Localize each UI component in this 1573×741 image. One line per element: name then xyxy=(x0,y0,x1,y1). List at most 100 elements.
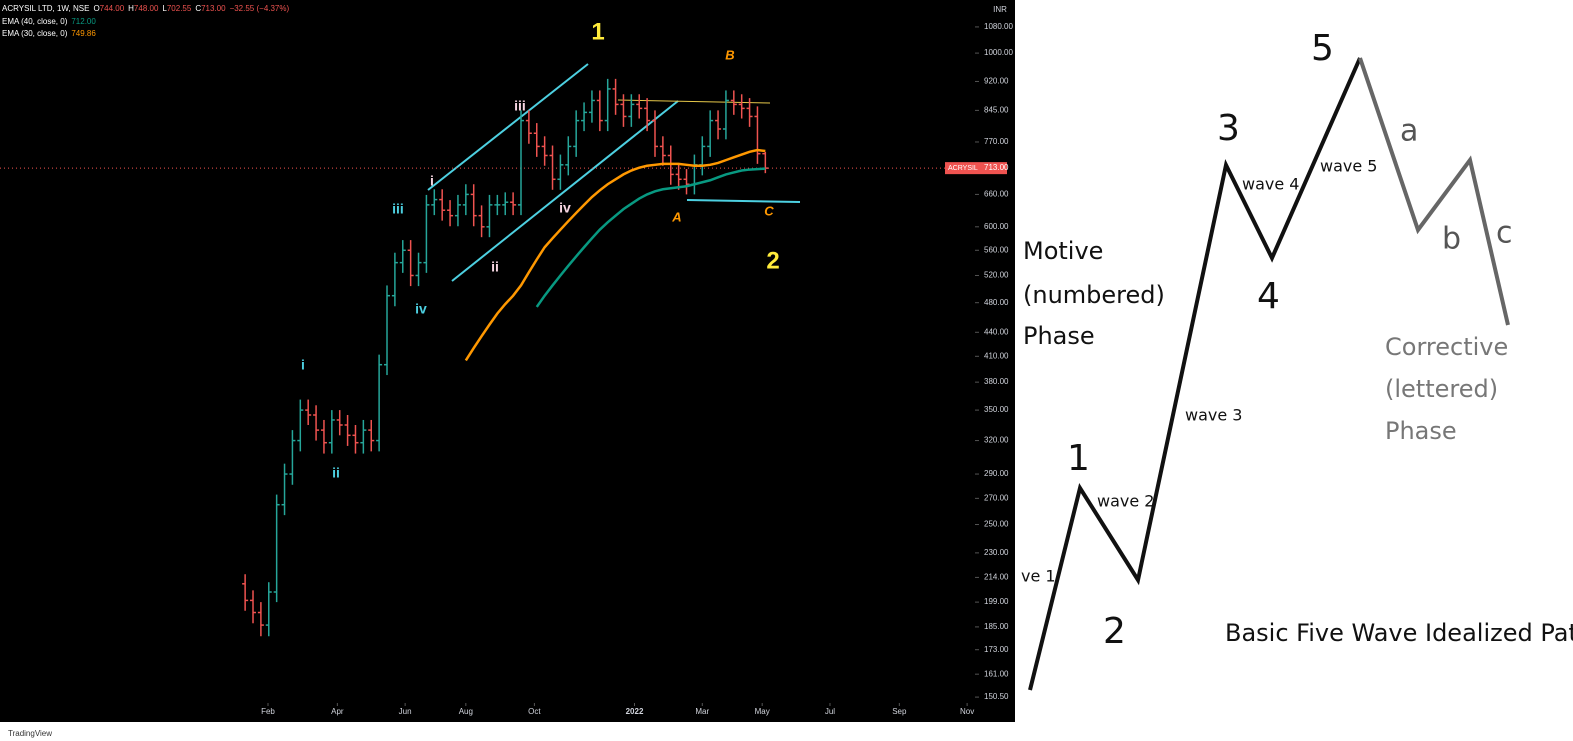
support-line xyxy=(686,199,801,203)
wave-label: i xyxy=(430,173,434,189)
currency: INR xyxy=(993,5,1007,14)
legend-series: EMA (30, close, 0) 749.86 xyxy=(2,29,96,38)
wave-label: iv xyxy=(559,200,571,216)
ema-line xyxy=(535,167,766,308)
y-tick-label: 1000.00 xyxy=(984,48,1013,57)
y-tick-label: 199.00 xyxy=(984,597,1009,606)
wave-label: A xyxy=(671,209,681,224)
y-tick-label: 250.00 xyxy=(984,520,1009,529)
wave-name: ve 1 xyxy=(1021,567,1056,586)
y-tick-label: 230.00 xyxy=(984,548,1009,557)
price-tag-bg xyxy=(945,162,1007,175)
resistance-line xyxy=(617,99,771,104)
legend-value: 748.00 xyxy=(134,4,159,13)
legend-value: 702.55 xyxy=(167,4,192,13)
wave-label: iv xyxy=(415,301,427,317)
motive-path xyxy=(1028,57,1362,691)
motive-label: Phase xyxy=(1023,322,1095,350)
legend-value: 713.00 xyxy=(201,4,226,13)
wave-label: 1 xyxy=(591,18,604,45)
y-tick-label: 600.00 xyxy=(984,222,1009,231)
wave-label: iii xyxy=(514,98,526,114)
motive-label: Motive xyxy=(1023,237,1103,265)
chart-area xyxy=(0,0,1015,722)
footer-brand: TradingView xyxy=(8,729,52,738)
elliott-diagram: 1 2 3 4 5 a b c ve 1 wave 2 wave 3 wave 4 wave 5 Moti… xyxy=(1021,28,1573,691)
y-tick-label: 770.00 xyxy=(984,137,1009,146)
x-tick-label: Apr xyxy=(331,707,344,716)
x-tick-label: Aug xyxy=(459,707,473,716)
wave-letter: a xyxy=(1400,114,1418,149)
y-tick-label: 480.00 xyxy=(984,298,1009,307)
legend-key: L xyxy=(162,4,167,13)
x-tick-label: Sep xyxy=(892,707,907,716)
wave-name: wave 5 xyxy=(1320,157,1377,176)
wave-number: 2 xyxy=(1103,611,1126,652)
legend-key: O xyxy=(93,4,99,13)
x-tick-label: Nov xyxy=(960,707,974,716)
wave-number: 3 xyxy=(1217,108,1240,149)
legend-series-name: EMA (40, close, 0) xyxy=(2,17,68,26)
y-tick-label: 410.00 xyxy=(984,351,1009,360)
y-tick-label: 185.00 xyxy=(984,622,1009,631)
y-tick-label: 520.00 xyxy=(984,271,1009,280)
legend-change: −32.55 (−4.37%) xyxy=(230,4,290,13)
y-tick-label: 845.00 xyxy=(984,105,1009,114)
y-tick-label: 214.00 xyxy=(984,573,1009,582)
y-tick-label: 920.00 xyxy=(984,77,1009,86)
x-tick-label: May xyxy=(755,707,770,716)
y-tick-label: 560.00 xyxy=(984,245,1009,254)
y-tick-label: 440.00 xyxy=(984,327,1009,336)
wave-letter: b xyxy=(1442,222,1461,257)
corrective-label: (lettered) xyxy=(1385,375,1498,403)
legend-series-name: EMA (30, close, 0) xyxy=(2,29,68,38)
wave-label: B xyxy=(725,47,734,62)
price-tag-value: 713.00 xyxy=(984,163,1009,172)
y-tick-label: 173.00 xyxy=(984,645,1009,654)
y-tick-label: 350.00 xyxy=(984,405,1009,414)
y-tick-label: 290.00 xyxy=(984,469,1009,478)
wave-number: 1 xyxy=(1067,438,1090,479)
corrective-label: Phase xyxy=(1385,417,1457,445)
caption: Basic Five Wave Idealized Pattern xyxy=(1225,619,1573,647)
corrective-label: Corrective xyxy=(1385,333,1508,361)
x-tick-label: Feb xyxy=(261,707,275,716)
wave-name: wave 3 xyxy=(1185,406,1242,425)
legend-main: ACRYSIL LTD, 1W, NSE O744.00 H748.00 L702.5… xyxy=(2,4,289,13)
y-tick-label: 161.00 xyxy=(984,669,1009,678)
legend-series-value: 712.00 xyxy=(71,17,96,26)
legend-series: EMA (40, close, 0) 712.00 xyxy=(2,17,96,26)
corrective-path xyxy=(1358,57,1510,326)
legend-key: C xyxy=(195,4,201,13)
wave-number: 5 xyxy=(1311,28,1334,69)
trendlines xyxy=(427,63,801,282)
channel-line xyxy=(451,100,679,282)
legend-key: H xyxy=(128,4,134,13)
wave-label: ii xyxy=(332,465,340,481)
ema-line xyxy=(464,148,766,362)
y-tick-label: 320.00 xyxy=(984,436,1009,445)
y-tick-label: 270.00 xyxy=(984,493,1009,502)
price-tag-symbol: ACRYSIL xyxy=(948,165,978,172)
x-tick-label: 2022 xyxy=(626,707,644,716)
legend-value: 744.00 xyxy=(100,4,125,13)
legend-series-value: 749.86 xyxy=(71,29,96,38)
wave-name: wave 2 xyxy=(1097,492,1154,511)
channel-line xyxy=(427,63,589,191)
y-tick-label: 1080.00 xyxy=(984,22,1013,31)
wave-name: wave 4 xyxy=(1242,175,1299,194)
motive-label: (numbered) xyxy=(1023,281,1165,309)
wave-number: 4 xyxy=(1257,276,1280,317)
wave-label: C xyxy=(764,203,774,218)
y-tick-label: 660.00 xyxy=(984,190,1009,199)
wave-label: 2 xyxy=(766,247,779,274)
wave-letter: c xyxy=(1496,216,1513,251)
x-tick-label: Jul xyxy=(825,707,835,716)
legend-symbol: ACRYSIL LTD, 1W, NSE xyxy=(2,4,89,13)
x-tick-label: Mar xyxy=(695,707,709,716)
y-tick-label: 380.00 xyxy=(984,377,1009,386)
x-tick-label: Jun xyxy=(399,707,412,716)
x-tick-label: Oct xyxy=(528,707,541,716)
